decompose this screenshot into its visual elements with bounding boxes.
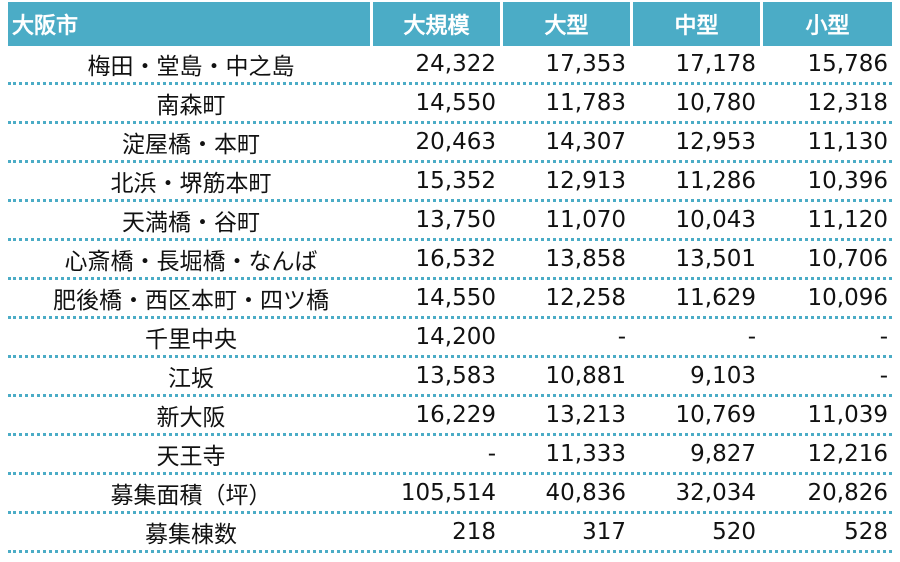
value-cell: 105,514 bbox=[400, 480, 496, 506]
header-large: 大型 bbox=[500, 2, 630, 46]
table-row: 天王寺 - 11,333 9,827 12,216 bbox=[8, 436, 892, 475]
table-row: 梅田・堂島・中之島 24,322 17,353 17,178 15,786 bbox=[8, 46, 892, 85]
table-row: 募集面積（坪） 105,514 40,836 32,034 20,826 bbox=[8, 475, 892, 514]
value-cell: 10,043 bbox=[675, 207, 756, 233]
value-cell: 10,096 bbox=[807, 285, 888, 311]
value-cell: 16,229 bbox=[415, 402, 496, 428]
table-row: 淀屋橋・本町 20,463 14,307 12,953 11,130 bbox=[8, 124, 892, 163]
header-small: 小型 bbox=[760, 2, 892, 46]
value-cell: 520 bbox=[712, 519, 756, 545]
value-cell: 11,783 bbox=[545, 90, 626, 116]
table-row: 心斎橋・長堀橋・なんば 16,532 13,858 13,501 10,706 bbox=[8, 241, 892, 280]
header-large-scale: 大規模 bbox=[370, 2, 500, 46]
value-cell: 10,769 bbox=[675, 402, 756, 428]
value-cell: 11,070 bbox=[545, 207, 626, 233]
value-cell: 24,322 bbox=[415, 51, 496, 77]
value-cell: 11,629 bbox=[675, 285, 756, 311]
value-cell: 11,286 bbox=[675, 168, 756, 194]
row-label: 南森町 bbox=[156, 93, 226, 119]
value-cell: 14,550 bbox=[415, 90, 496, 116]
table-row: 南森町 14,550 11,783 10,780 12,318 bbox=[8, 85, 892, 124]
row-label: 新大阪 bbox=[156, 405, 226, 431]
value-cell: 10,396 bbox=[807, 168, 888, 194]
row-label: 肥後橋・西区本町・四ツ橋 bbox=[53, 288, 329, 314]
value-cell: 17,178 bbox=[675, 51, 756, 77]
value-cell: - bbox=[879, 324, 888, 350]
value-cell: 12,913 bbox=[545, 168, 626, 194]
value-cell: 13,750 bbox=[415, 207, 496, 233]
value-cell: 12,258 bbox=[545, 285, 626, 311]
value-cell: - bbox=[487, 441, 496, 467]
value-cell: 317 bbox=[582, 519, 626, 545]
rent-table: 大阪市 大規模 大型 中型 小型 梅田・堂島・中之島 24,322 17,353 17… bbox=[8, 2, 892, 553]
header-medium: 中型 bbox=[630, 2, 760, 46]
value-cell: 13,583 bbox=[415, 363, 496, 389]
value-cell: 14,200 bbox=[415, 324, 496, 350]
value-cell: 15,352 bbox=[415, 168, 496, 194]
value-cell: 13,213 bbox=[545, 402, 626, 428]
row-label: 天満橋・谷町 bbox=[122, 210, 260, 236]
row-label: 心斎橋・長堀橋・なんば bbox=[64, 249, 318, 275]
value-cell: 20,826 bbox=[807, 480, 888, 506]
value-cell: 10,881 bbox=[545, 363, 626, 389]
value-cell: 13,858 bbox=[545, 246, 626, 272]
value-cell: 12,318 bbox=[807, 90, 888, 116]
value-cell: 10,780 bbox=[675, 90, 756, 116]
value-cell: 32,034 bbox=[675, 480, 756, 506]
value-cell: 14,550 bbox=[415, 285, 496, 311]
value-cell: - bbox=[879, 363, 888, 389]
row-label: 北浜・堺筋本町 bbox=[110, 171, 272, 197]
value-cell: 10,706 bbox=[807, 246, 888, 272]
value-cell: 17,353 bbox=[545, 51, 626, 77]
row-label: 募集棟数 bbox=[145, 522, 237, 548]
table-row: 募集棟数 218 317 520 528 bbox=[8, 514, 892, 553]
value-cell: 13,501 bbox=[675, 246, 756, 272]
value-cell: 14,307 bbox=[545, 129, 626, 155]
value-cell: - bbox=[747, 324, 756, 350]
table-row: 江坂 13,583 10,881 9,103 - bbox=[8, 358, 892, 397]
value-cell: 15,786 bbox=[807, 51, 888, 77]
value-cell: 12,216 bbox=[807, 441, 888, 467]
row-label: 梅田・堂島・中之島 bbox=[87, 54, 295, 80]
row-label: 千里中央 bbox=[145, 327, 237, 353]
value-cell: 16,532 bbox=[415, 246, 496, 272]
value-cell: 528 bbox=[844, 519, 888, 545]
table-row: 天満橋・谷町 13,750 11,070 10,043 11,120 bbox=[8, 202, 892, 241]
value-cell: 11,039 bbox=[807, 402, 888, 428]
table-row: 新大阪 16,229 13,213 10,769 11,039 bbox=[8, 397, 892, 436]
value-cell: 20,463 bbox=[415, 129, 496, 155]
table-row: 千里中央 14,200 - - - bbox=[8, 319, 892, 358]
row-label: 淀屋橋・本町 bbox=[122, 132, 260, 158]
value-cell: 9,103 bbox=[690, 363, 756, 389]
value-cell: 12,953 bbox=[675, 129, 756, 155]
table-row: 北浜・堺筋本町 15,352 12,913 11,286 10,396 bbox=[8, 163, 892, 202]
row-label: 江坂 bbox=[168, 366, 214, 392]
value-cell: 11,130 bbox=[807, 129, 888, 155]
value-cell: 11,120 bbox=[807, 207, 888, 233]
table-header-row: 大阪市 大規模 大型 中型 小型 bbox=[8, 2, 892, 46]
value-cell: 218 bbox=[452, 519, 496, 545]
value-cell: - bbox=[617, 324, 626, 350]
table-body: 梅田・堂島・中之島 24,322 17,353 17,178 15,786 南森町 14,5… bbox=[8, 46, 892, 553]
table-row: 肥後橋・西区本町・四ツ橋 14,550 12,258 11,629 10,096 bbox=[8, 280, 892, 319]
value-cell: 40,836 bbox=[545, 480, 626, 506]
header-city: 大阪市 bbox=[12, 14, 79, 39]
row-label: 募集面積（坪） bbox=[110, 483, 272, 509]
value-cell: 11,333 bbox=[545, 441, 626, 467]
row-label: 天王寺 bbox=[156, 444, 226, 470]
value-cell: 9,827 bbox=[690, 441, 756, 467]
